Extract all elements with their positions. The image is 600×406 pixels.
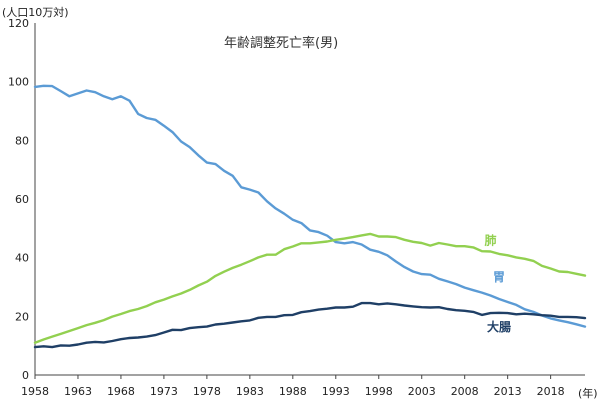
series-line (33, 84, 587, 328)
x-tick-label: 1988 (279, 385, 307, 398)
x-axis-ticks: 1958 1963 1968 1973 1978 1983 1988 1993 1998 2003… (21, 375, 565, 398)
x-tick-label: 1973 (150, 385, 178, 398)
x-tick-label: 1998 (365, 385, 393, 398)
x-tick-label: 2003 (408, 385, 436, 398)
y-axis-ticks: 0 20 40 60 80 100 120 (8, 17, 29, 382)
y-tick-label: 40 (15, 252, 29, 265)
x-tick-label: 1968 (107, 385, 135, 398)
x-axis-unit-label: (年) (578, 386, 598, 400)
y-tick-label: 100 (8, 76, 29, 89)
y-tick-label: 60 (15, 193, 29, 206)
x-tick-label: 2018 (537, 385, 565, 398)
x-tick-label: 2013 (494, 385, 522, 398)
series-label: 肺 (484, 232, 496, 247)
y-tick-label: 80 (15, 134, 29, 147)
x-tick-label: 2008 (451, 385, 479, 398)
y-tick-label: 120 (8, 17, 29, 30)
series-line (33, 232, 587, 344)
y-tick-label: 20 (15, 310, 29, 323)
series-label: 胃 (493, 270, 505, 284)
y-axis-unit-label: (人口10万対) (2, 5, 69, 19)
x-tick-label: 1993 (322, 385, 350, 398)
x-tick-label: 1978 (193, 385, 221, 398)
chart-title: 年齢調整死亡率(男) (224, 35, 338, 51)
series-layer: 胃 肺大腸 (33, 84, 587, 349)
x-tick-label: 1963 (64, 385, 92, 398)
series-label: 大腸 (487, 319, 511, 334)
y-tick-label: 0 (22, 369, 29, 382)
x-tick-label: 1983 (236, 385, 264, 398)
series-line (33, 301, 587, 349)
x-tick-label: 1958 (21, 385, 49, 398)
